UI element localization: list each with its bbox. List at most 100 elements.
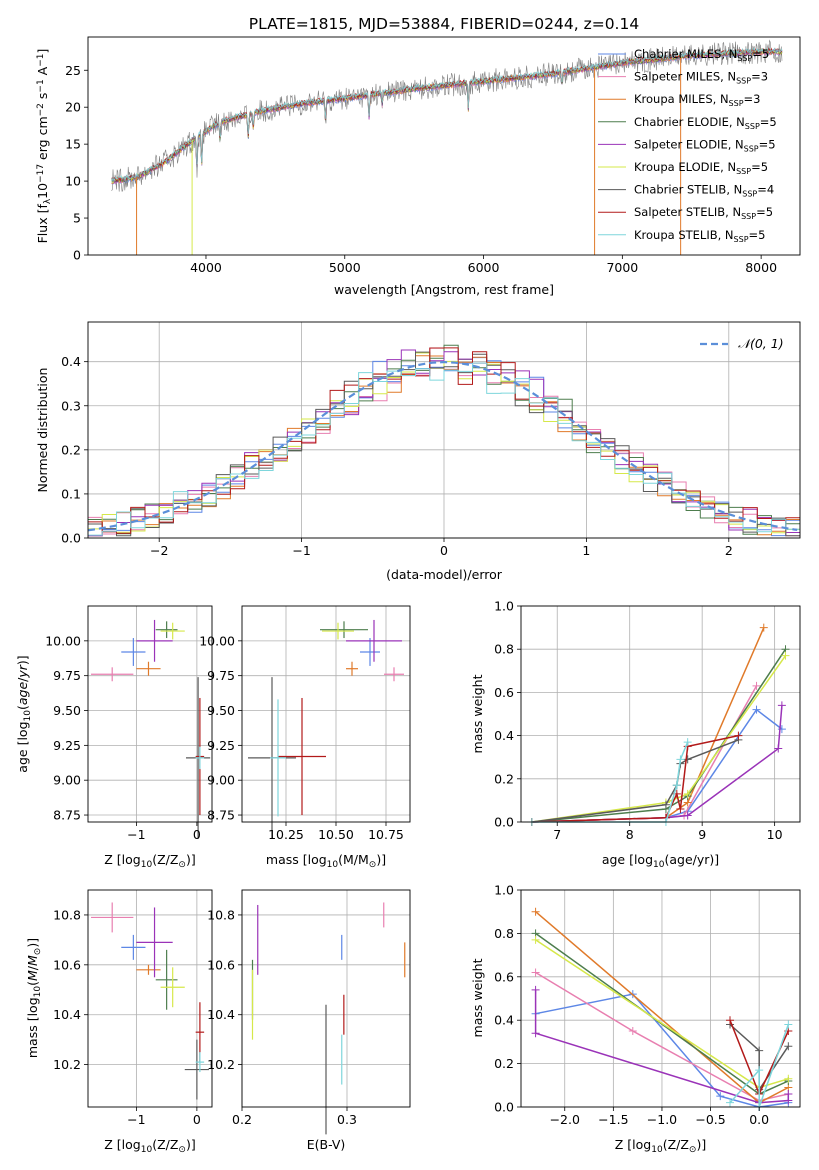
x-tick-label: 9 [698,827,706,842]
massweight-line [531,648,787,823]
spectrum-ylabel: Flux [fλ10−17 erg cm−2 s−1 A−1] [35,49,53,244]
massweight-line [531,627,765,823]
y-tick-label: 0.0 [61,531,81,546]
x-tick-label: 10 [767,827,783,842]
residual-histogram-chabrier-stelib [88,351,800,537]
axes-massweight-Z [521,889,800,1108]
massweight-marker [716,1092,725,1101]
x-tick-label: −2 [150,543,168,558]
spectrum-xlabel: wavelength [Angstrom, rest frame] [334,282,554,297]
axes-massweight-age [521,605,800,823]
errorbar-point [121,638,146,666]
massweight-line [535,971,789,1102]
y-tick-label: 0.2 [61,442,81,457]
errorbar-point [322,622,354,640]
y-tick-label: 5 [73,211,81,226]
plot-massweight-Z [531,907,793,1111]
legend-entry: Salpeter MILES, NSSP=3 [634,70,768,86]
y-tick-label: 1.0 [494,883,514,898]
errorbar-point [160,622,185,640]
errorbar-point [384,667,404,682]
massweight-marker [676,805,685,814]
errorbar-point [346,619,402,662]
massweight-marker [531,1029,540,1038]
y-tick-label: 20 [65,100,81,115]
massweight-marker [531,935,540,944]
y-tick-label: 10.4 [53,1007,81,1022]
y-tick-label: 0.1 [61,486,81,501]
errorbar-point [136,907,173,978]
y-tick-label: 0.8 [494,926,514,941]
figure-title: PLATE=1815, MJD=53884, FIBERID=0244, z=0… [249,15,639,33]
massweight-marker [755,1046,764,1055]
massweight-line [531,685,758,823]
massweight-marker [676,755,685,764]
x-tick-label: 0.2 [232,1112,252,1127]
legend-entry: Chabrier MILES, NSSP=5 [634,47,769,63]
x-tick-label: 10.75 [368,827,404,842]
plot-mass-Z [91,902,209,1100]
errorbar-point [136,661,161,676]
axes-frame [87,36,801,256]
legend-entry: Salpeter ELODIE, NSSP=5 [634,137,776,153]
plot-mass-EBV [251,902,406,1135]
x-tick-label: 10.50 [318,827,354,842]
x-tick-label: 8000 [745,260,777,275]
frame-age-mass: 10.25 10.50 10.75 8.75 9.00 9.25 9.50 9.75 10.00… [199,605,411,870]
frame-massweight-Z: −2.0 −1.5 −1.0 −0.5 0.0 0.0 0.2 0.4 0.6 0.8 1.0 Z [… [470,883,801,1155]
axes-frame [520,605,801,823]
y-tick-label: 10.4 [207,1007,235,1022]
x-tick-label: 5000 [329,260,361,275]
errorbar-point [136,964,161,975]
mass-Z-xlabel: Z [log10(Z/Z⊙)] [104,1137,195,1155]
frame-mass-Z: −1 0 10.2 10.4 10.6 10.8 Z [log10(Z/Z⊙)] mass [… [25,889,213,1155]
y-tick-label: 0.6 [494,685,514,700]
residual-histogram-salpeter-elodie [88,349,800,537]
y-tick-label: 10.2 [53,1057,81,1072]
massweight-marker [784,1042,793,1051]
legend-entry: Kroupa STELIB, NSSP=5 [634,228,765,244]
errorbar-point [195,746,205,770]
y-tick-label: 9.25 [207,738,235,753]
mass-Z-ylabel: mass [log10(M/M⊙)] [25,938,43,1058]
y-tick-label: 0.4 [61,354,81,369]
y-tick-label: 9.25 [53,738,81,753]
plot-spectrum [111,39,783,255]
y-tick-label: 10.8 [53,907,81,922]
x-tick-label: −1 [127,1112,145,1127]
massweight-age-ylabel: mass weight [470,674,485,753]
legend-entry: Chabrier ELODIE, NSSP=5 [634,115,777,131]
y-tick-label: 9.00 [207,773,235,788]
y-tick-label: 10.2 [207,1057,235,1072]
frame-age-Z: −1 0 8.75 9.00 9.25 9.50 9.75 10.00 Z [log10(Z/Z… [15,605,213,870]
normal-legend-label: 𝒩(0, 1) [738,336,784,351]
x-tick-label: 2 [725,543,733,558]
y-tick-label: 8.75 [53,808,81,823]
y-tick-label: 9.50 [207,703,235,718]
y-tick-label: 10.6 [53,957,81,972]
x-tick-label: 1 [582,543,590,558]
massweight-line [531,655,787,823]
massweight-marker [752,705,761,714]
errorbar-point [91,667,134,682]
x-tick-label: −1 [127,827,145,842]
axes-frame [241,889,411,1108]
massweight-marker [781,651,790,660]
errorbar-point [346,661,358,676]
y-tick-label: 0.0 [494,1100,514,1115]
residual-histogram-kroupa-elodie [88,352,800,534]
x-tick-label: 0 [193,1112,201,1127]
y-tick-label: 1.0 [494,599,514,614]
frame-residuals: −2 −1 0 1 2 0.0 0.1 0.2 0.3 0.4 𝒩(0, 1) (data-model… [35,321,801,582]
massweight-Z-ylabel: mass weight [470,958,485,1037]
y-tick-label: 15 [65,137,81,152]
errorbar-point [195,1052,205,1073]
x-tick-label: 7 [553,827,561,842]
massweight-marker [726,1098,735,1107]
x-tick-label: −1 [292,543,310,558]
massweight-marker [759,623,768,632]
massweight-marker [531,907,540,916]
residual-histogram-salpeter-stelib [88,347,800,534]
errorbar-point [136,619,173,662]
axes-frame [87,889,213,1108]
